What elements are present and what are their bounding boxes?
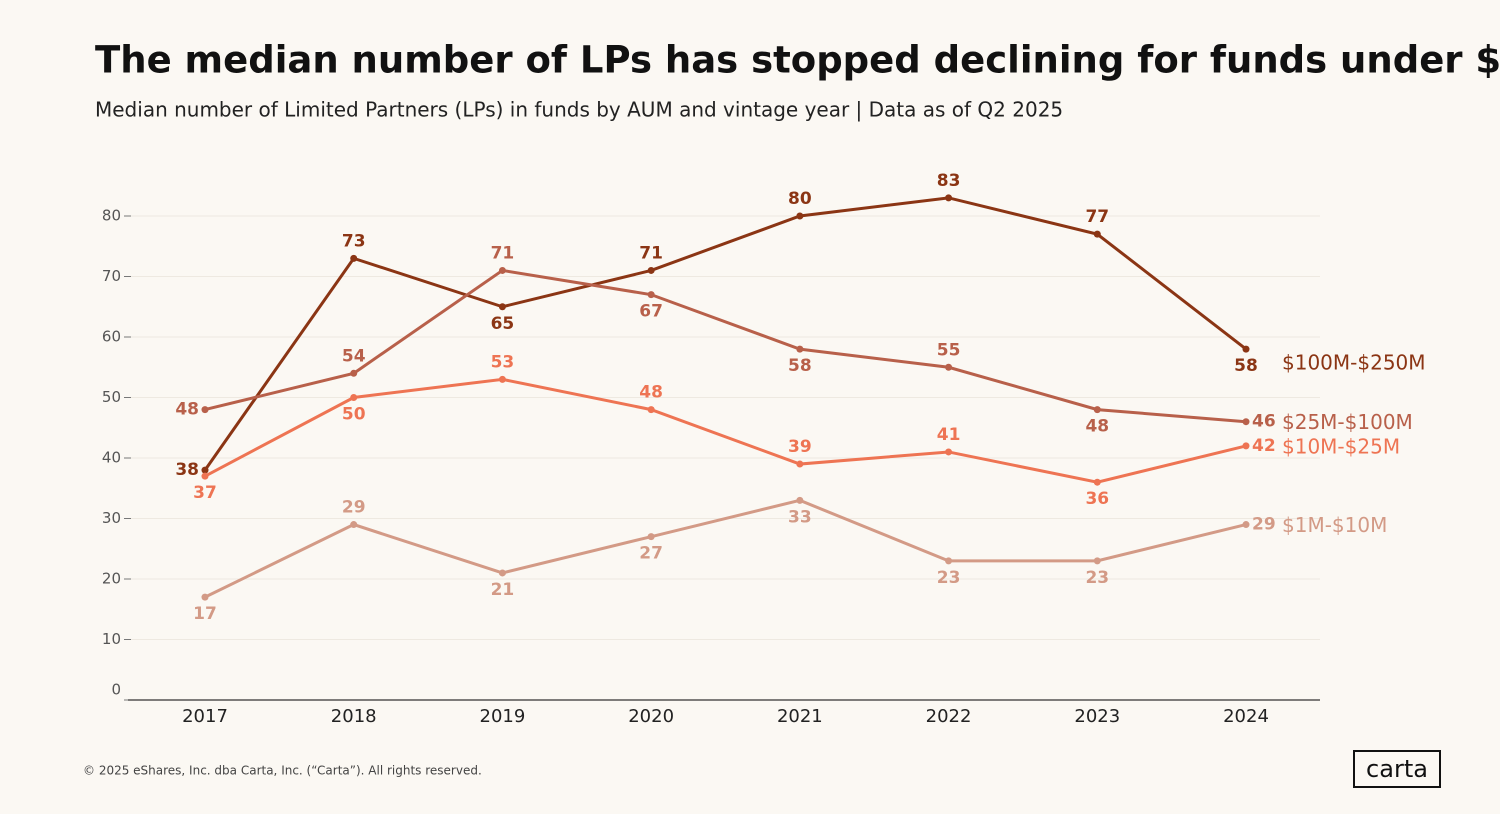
point (1093, 557, 1101, 565)
data-label: 80 (788, 189, 812, 209)
data-label: 55 (937, 340, 961, 360)
point (1093, 230, 1101, 238)
y-tick-label: 0 (111, 681, 121, 699)
data-label: 48 (639, 383, 663, 403)
point (498, 266, 506, 274)
point (498, 303, 506, 311)
point (1242, 418, 1250, 426)
data-label: 29 (342, 498, 366, 518)
point (647, 291, 655, 299)
point (945, 194, 953, 202)
logo-box (1353, 750, 1441, 788)
x-tick-label: 2017 (182, 706, 228, 727)
data-label: 38 (175, 460, 199, 480)
data-label: 23 (1085, 568, 1109, 588)
y-tick-label: 20 (102, 570, 121, 588)
point (498, 375, 506, 383)
data-label: 65 (491, 314, 515, 334)
data-label: 41 (937, 425, 961, 445)
y-tick-label: 40 (102, 449, 121, 467)
data-label: 71 (491, 243, 515, 263)
data-label: 83 (937, 171, 961, 191)
x-tick-label: 2024 (1223, 706, 1269, 727)
data-label: 33 (788, 507, 812, 527)
data-label: 42 (1252, 436, 1276, 456)
point (201, 466, 209, 474)
data-label: 50 (342, 405, 366, 425)
data-label: 77 (1085, 207, 1109, 227)
point (201, 406, 209, 414)
y-tick-label: 30 (102, 509, 121, 527)
x-tick-label: 2018 (331, 706, 377, 727)
legend-label: $100M-$250M (1282, 351, 1426, 375)
chart-subtitle: Median number of Limited Partners (LPs) … (95, 98, 1063, 122)
x-tick-label: 2022 (926, 706, 972, 727)
legend-label: $10M-$25M (1282, 434, 1400, 458)
data-label: 36 (1085, 489, 1109, 509)
point (350, 394, 358, 401)
legend-label: $1M-$10M (1282, 513, 1387, 537)
y-tick-label: 70 (102, 267, 121, 285)
data-label: 54 (342, 346, 366, 366)
point (1093, 478, 1101, 486)
data-label: 23 (937, 568, 961, 588)
data-label: 71 (639, 243, 663, 263)
data-label: 58 (788, 356, 812, 376)
point (201, 593, 209, 601)
point (1242, 521, 1250, 529)
y-tick-label: 10 (102, 630, 121, 648)
data-label: 48 (1085, 417, 1109, 437)
point (796, 460, 804, 468)
series-line (204, 377, 1247, 484)
point (945, 448, 953, 456)
chart-title: The median number of LPs has stopped dec… (95, 39, 1500, 82)
data-label: 73 (342, 231, 366, 251)
series-line (204, 498, 1247, 599)
point (350, 254, 358, 262)
data-label: 37 (193, 483, 217, 503)
data-label: 67 (639, 302, 663, 322)
point (945, 557, 953, 565)
data-label: 17 (193, 604, 217, 624)
y-tick-label: 60 (102, 328, 121, 346)
logo: carta (1366, 755, 1428, 783)
point (1242, 345, 1250, 353)
footer: © 2025 eShares, Inc. dba Carta, Inc. (“C… (83, 764, 482, 778)
series-line (204, 268, 1247, 424)
data-label: 46 (1252, 412, 1276, 432)
data-label: 21 (491, 580, 515, 600)
x-tick-label: 2023 (1074, 706, 1120, 727)
data-label: 39 (788, 437, 812, 457)
data-label: 27 (639, 544, 663, 564)
point (647, 266, 655, 274)
point (1242, 442, 1250, 450)
x-tick-label: 2021 (777, 706, 823, 727)
point (796, 496, 804, 504)
data-label: 48 (175, 400, 199, 420)
point (350, 521, 358, 529)
point (796, 212, 804, 220)
data-label: 58 (1234, 356, 1258, 376)
point (1093, 406, 1101, 414)
x-tick-label: 2019 (480, 706, 526, 727)
point (647, 533, 655, 541)
point (350, 369, 358, 377)
data-label: 29 (1252, 515, 1276, 535)
legend-label: $25M-$100M (1282, 410, 1413, 434)
point (647, 406, 655, 414)
series-line (203, 196, 1247, 471)
y-tick-label: 50 (102, 388, 121, 406)
data-label: 53 (491, 352, 515, 372)
point (796, 345, 804, 353)
point (201, 472, 209, 480)
point (498, 569, 506, 577)
point (945, 363, 953, 371)
x-tick-label: 2020 (628, 706, 674, 727)
y-tick-label: 80 (102, 207, 121, 225)
